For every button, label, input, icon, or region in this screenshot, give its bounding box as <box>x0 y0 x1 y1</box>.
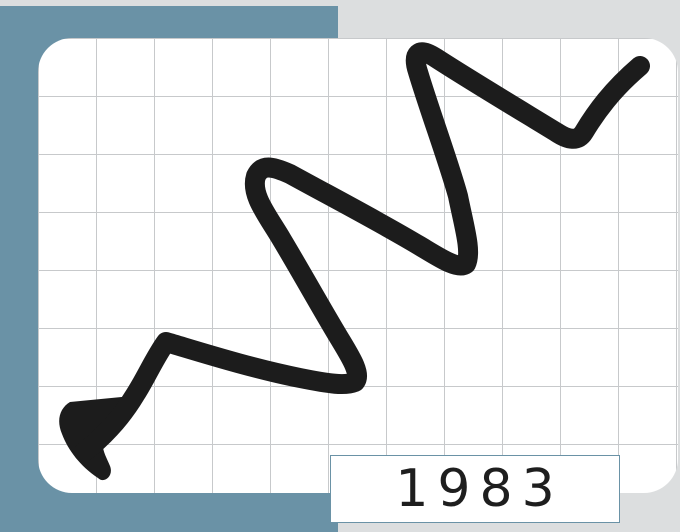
graph-paper-card <box>38 38 678 493</box>
year-box: 1983 <box>330 455 620 523</box>
year-label: 1983 <box>395 459 564 519</box>
zigzag-line <box>74 42 650 462</box>
